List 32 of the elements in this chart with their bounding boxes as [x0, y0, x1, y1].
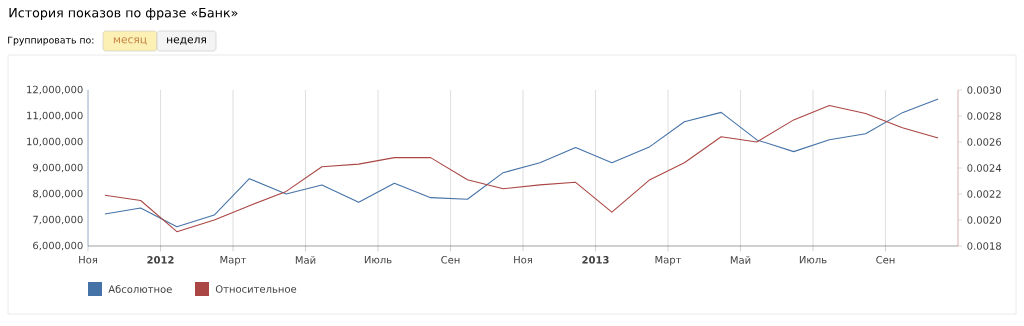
- legend-label: Абсолютное: [108, 285, 172, 293]
- x-tick-label: Май: [730, 256, 751, 264]
- x-tick-label: Июль: [799, 256, 827, 264]
- x-tick-label: Май: [295, 256, 316, 264]
- text: Группировать по:: [8, 36, 94, 46]
- x-tick-label: Сен: [441, 256, 460, 264]
- legend-label: Относительное: [215, 285, 297, 293]
- y2-tick-label: 0.0020: [967, 216, 1002, 224]
- x-tick-label: Ноя: [79, 256, 97, 264]
- y2-tick-label: 0.0024: [967, 164, 1002, 172]
- y-tick-label: 12,000,000: [27, 85, 83, 95]
- text: неделя: [167, 37, 206, 45]
- y2-tick-label: 0.0030: [967, 86, 1002, 94]
- x-tick-label: Сен: [876, 256, 895, 264]
- x-tick-label: Ноя: [514, 256, 532, 264]
- chart-title: История показов по фразе «Банк»: [9, 8, 238, 20]
- y-tick-label: 10,000,000: [27, 137, 83, 147]
- y-tick-label: 7,000,000: [33, 215, 83, 225]
- y2-tick-label: 0.0028: [967, 112, 1001, 120]
- x-tick-label: Март: [655, 256, 682, 266]
- y-tick-label: 8,000,000: [33, 189, 83, 199]
- y-tick-label: 9,000,000: [33, 163, 83, 173]
- x-tick-label: Март: [220, 256, 247, 266]
- y2-tick-label: 0.0022: [967, 190, 1001, 198]
- y2-tick-label: 0.0026: [967, 138, 1002, 146]
- x-tick-label: Июль: [364, 256, 392, 264]
- y-tick-label: 11,000,000: [27, 111, 83, 121]
- y2-tick-label: 0.0018: [967, 242, 1001, 250]
- y-tick-label: 6,000,000: [33, 241, 83, 251]
- text: месяц: [113, 37, 147, 45]
- x-tick-label: 2012: [147, 256, 174, 264]
- x-tick-label: 2013: [582, 256, 609, 264]
